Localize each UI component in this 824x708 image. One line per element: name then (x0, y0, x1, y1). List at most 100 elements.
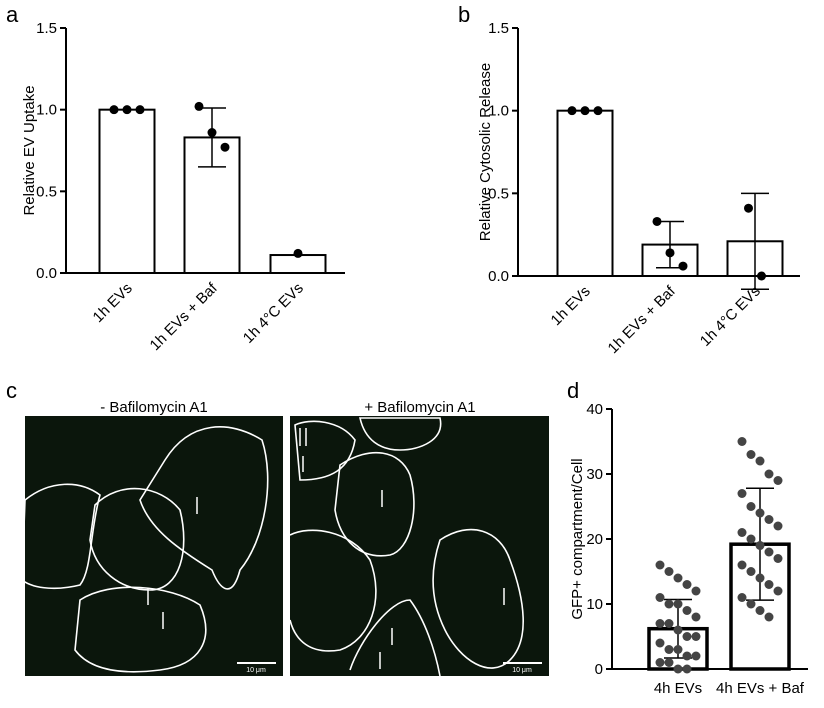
y-axis-label: Relative Cytosolic Release (477, 63, 494, 241)
data-point (755, 456, 765, 466)
data-point (207, 128, 217, 138)
data-point (746, 599, 756, 609)
bar (98, 108, 156, 274)
data-point (293, 248, 303, 258)
data-point (755, 541, 765, 550)
data-point (655, 658, 665, 667)
panel-letter: d (567, 378, 579, 403)
data-point (755, 508, 765, 518)
y-tick-label: 0.0 (488, 268, 509, 285)
panel-letter: b (458, 2, 470, 27)
data-point (673, 573, 683, 583)
x-tick-label: 4h EVs (654, 680, 702, 697)
y-tick-label: 1.5 (488, 20, 509, 37)
y-tick-label: 30 (586, 466, 603, 483)
x-tick-label: 1h EVs + Baf (147, 279, 222, 354)
scale-bar-label: 10 μm (246, 667, 266, 674)
data-point (764, 515, 774, 524)
x-tick-label: 1h EVs + Baf (605, 282, 680, 357)
data-point (673, 664, 683, 674)
y-tick-label: 40 (586, 401, 603, 418)
data-point (682, 632, 692, 641)
data-point (773, 586, 783, 596)
y-tick-label: 20 (586, 531, 603, 548)
data-point (691, 651, 701, 661)
data-point (746, 502, 756, 511)
data-point (673, 599, 683, 609)
data-point (135, 105, 145, 115)
data-point (737, 593, 747, 602)
data-point (746, 450, 756, 459)
x-tick-label: 1h EVs (90, 280, 136, 326)
y-tick-label: 0.0 (36, 265, 57, 282)
data-point (673, 625, 683, 635)
data-point (773, 554, 783, 563)
data-point (764, 580, 774, 589)
image-title: + Bafilomycin A1 (364, 399, 475, 416)
data-point (737, 489, 747, 498)
y-tick-label: 1.0 (36, 102, 57, 119)
data-point (682, 651, 692, 661)
data-point (664, 645, 674, 654)
scale-bar-label: 10 μm (512, 667, 532, 674)
y-axis-label: GFP+ compartment/Cell (569, 458, 586, 619)
y-tick-label: 1.0 (488, 103, 509, 120)
image-title: - Bafilomycin A1 (100, 399, 208, 416)
x-tick-label: 4h EVs + Baf (716, 680, 805, 697)
data-point (664, 567, 674, 576)
y-axis-label: Relative EV Uptake (21, 85, 38, 215)
data-point (673, 645, 683, 654)
data-point (764, 612, 774, 622)
data-point (737, 528, 747, 537)
data-point (773, 521, 783, 531)
arrows (147, 428, 505, 669)
micrograph (290, 416, 549, 676)
data-point (764, 547, 774, 557)
y-tick-label: 10 (586, 596, 603, 613)
bar (556, 109, 614, 277)
error-bar (741, 192, 769, 290)
panel-letter: a (6, 2, 19, 27)
y-tick-label: 0.5 (36, 183, 57, 200)
data-point (691, 612, 701, 622)
y-tick-label: 0.5 (488, 185, 509, 202)
data-point (682, 664, 692, 674)
data-point (109, 105, 119, 115)
data-point (664, 619, 674, 628)
data-point (580, 106, 590, 116)
x-tick-label: 1h EVs (548, 283, 594, 329)
data-point (773, 476, 783, 485)
data-point (194, 101, 204, 111)
micrograph-panel: - Bafilomycin A1 + Bafilomycin A1 10 μm … (21, 399, 549, 677)
data-point (665, 248, 675, 258)
micrograph (25, 416, 283, 676)
data-point (737, 437, 747, 446)
data-point (682, 580, 692, 589)
x-tick-label: 1h 4°C EVs (240, 280, 307, 347)
data-point (682, 606, 692, 615)
data-point (678, 261, 688, 271)
data-point (593, 106, 603, 116)
data-point (664, 599, 674, 609)
data-point (655, 619, 665, 628)
y-tick-label: 0 (595, 661, 603, 678)
data-point (691, 586, 701, 596)
data-point (737, 560, 747, 570)
data-point (755, 573, 765, 583)
panel-letter: c (6, 378, 17, 403)
x-tick-label: 1h 4°C EVs (697, 283, 764, 350)
data-point (664, 658, 674, 667)
data-point (691, 632, 701, 641)
data-point (567, 106, 577, 116)
data-point (744, 203, 753, 213)
y-tick-label: 1.5 (36, 20, 57, 37)
data-point (652, 216, 662, 226)
data-point (757, 271, 766, 281)
data-point (122, 105, 132, 115)
data-point (755, 606, 765, 615)
data-point (746, 534, 756, 544)
data-point (655, 638, 665, 648)
data-point (220, 142, 230, 152)
data-point (655, 560, 665, 570)
